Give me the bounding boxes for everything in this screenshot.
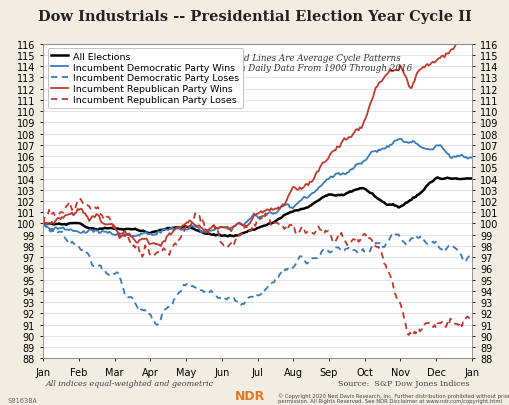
- Text: NDR: NDR: [234, 389, 265, 402]
- Legend: All Elections, Incumbent Democratic Party Wins, Incumbent Democratic Party Loses: All Elections, Incumbent Democratic Part…: [48, 49, 242, 108]
- Text: All indices equal-weighted and geometric: All indices equal-weighted and geometric: [45, 379, 213, 387]
- Text: S01638A: S01638A: [8, 397, 37, 403]
- Text: Plotted Lines Are Average Cycle Patterns
Based on Daily Data From 1900 Through 2: Plotted Lines Are Average Cycle Patterns…: [205, 54, 412, 73]
- Text: Dow Industrials -- Presidential Election Year Cycle II: Dow Industrials -- Presidential Election…: [38, 10, 471, 24]
- Text: Source:  S&P Dow Jones Indices: Source: S&P Dow Jones Indices: [337, 379, 469, 387]
- Text: © Copyright 2020 Ned Davis Research, Inc. Further distribution prohibited withou: © Copyright 2020 Ned Davis Research, Inc…: [277, 392, 509, 405]
